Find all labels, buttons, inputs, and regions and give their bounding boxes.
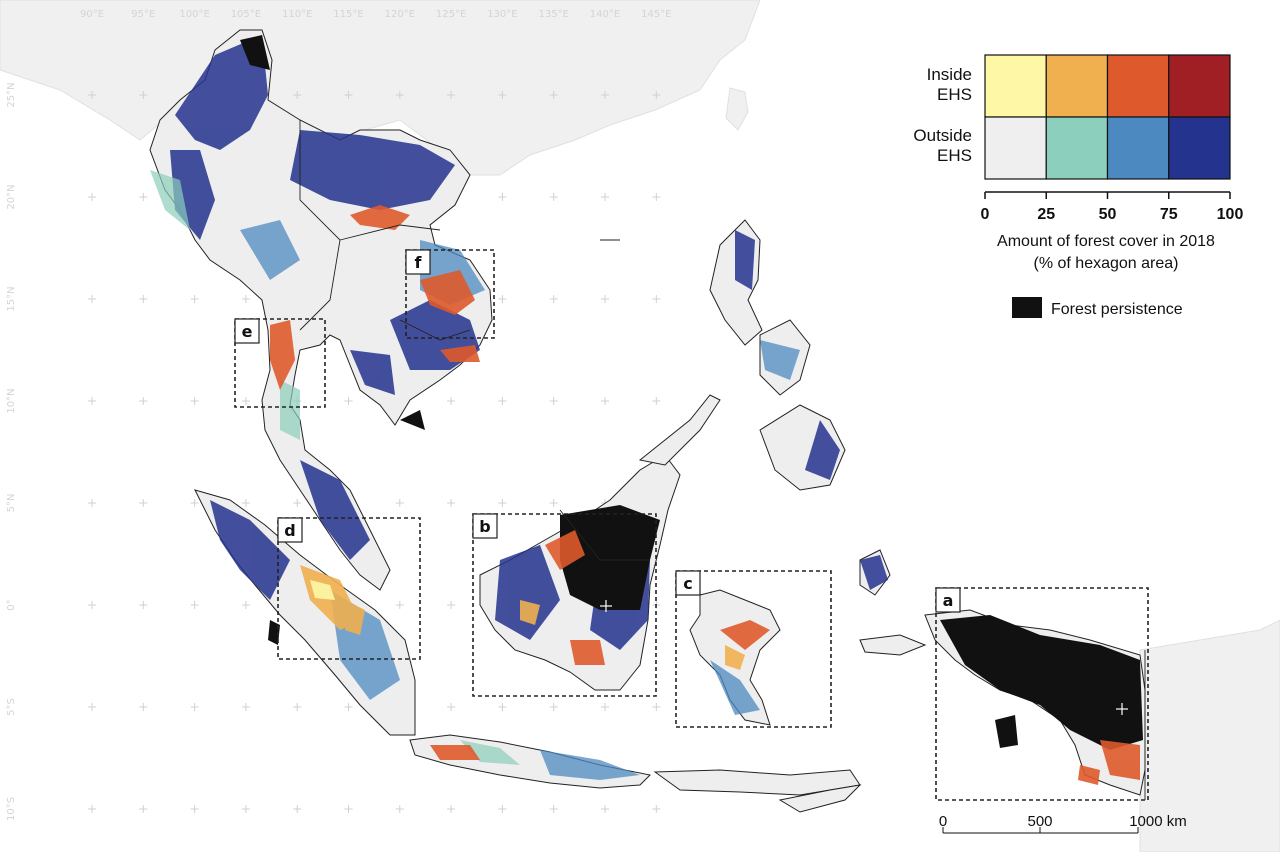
palawan	[638, 394, 721, 466]
inset-tag-b	[472, 513, 498, 539]
scale-label-500: 500	[1027, 813, 1052, 830]
inset-box-f	[405, 249, 495, 339]
country-borders	[299, 120, 1146, 800]
legend: Inside EHS Outside EHS 0 25 50 75 100 Amount o…	[913, 54, 1244, 318]
lon-label: 115°E	[333, 9, 363, 20]
inset-tag-f	[405, 249, 431, 275]
lon-label: 110°E	[282, 9, 312, 20]
legend-row-inside-label: Inside EHS	[927, 65, 972, 104]
inset-label-d: d	[284, 521, 295, 540]
lat-label: 20°N	[6, 184, 17, 209]
inset-box-e	[234, 318, 326, 408]
legend-cell-inside-2	[1106, 54, 1170, 118]
seram	[859, 634, 927, 656]
lon-label: 130°E	[487, 9, 517, 20]
inset-label-c: c	[683, 574, 692, 593]
legend-caption-line1: Amount of forest cover in 2018	[997, 233, 1215, 250]
lat-label: 15°N	[6, 286, 17, 311]
inset-box-c	[675, 570, 832, 728]
inset-center-markers	[600, 600, 1128, 715]
lon-label: 135°E	[538, 9, 568, 20]
timor	[778, 784, 862, 813]
lon-label: 140°E	[590, 9, 620, 20]
inset-box-b	[472, 513, 657, 697]
inset-tag-c	[675, 570, 701, 596]
forest-persistence-swatch	[1012, 297, 1042, 318]
legend-tick-75: 75	[1160, 206, 1178, 223]
legend-cell-inside-0	[984, 54, 1047, 118]
scale-label-0: 0	[939, 813, 947, 830]
inset-label-b: b	[479, 517, 490, 536]
lat-label: 10°S	[6, 797, 17, 821]
lat-label: 5°N	[6, 494, 17, 513]
inset-label-a: a	[943, 591, 954, 610]
forest-persistence-label: Forest persistence	[1051, 301, 1183, 318]
scale-bar: 0 500 1000 km	[939, 813, 1187, 834]
legend-cell-outside-3	[1168, 116, 1231, 180]
legend-cell-outside-0	[984, 116, 1047, 180]
legend-cell-outside-1	[1045, 116, 1109, 180]
lon-label: 120°E	[385, 9, 415, 20]
legend-tick-50: 50	[1099, 206, 1117, 223]
legend-cell-outside-2	[1106, 116, 1170, 180]
inset-label-f: f	[415, 253, 423, 272]
legend-tick-100: 100	[1217, 206, 1244, 223]
scale-label-1000: 1000 km	[1129, 813, 1187, 830]
forest-cover-overlay	[150, 35, 1143, 785]
lon-label: 100°E	[179, 9, 209, 20]
lat-label: 5°S	[6, 698, 17, 716]
legend-caption-line2: (% of hexagon area)	[1034, 255, 1179, 272]
inset-tag-d	[277, 517, 303, 543]
legend-cell-inside-1	[1045, 54, 1109, 118]
lon-label: 145°E	[641, 9, 671, 20]
graticule: 90°E 95°E 100°E 105°E 110°E 115°E 120°E 125°E 13…	[6, 9, 672, 821]
lat-label: 25°N	[6, 82, 17, 107]
lat-label: 10°N	[6, 388, 17, 413]
inset-label-e: e	[242, 322, 253, 341]
lat-label: 0°	[6, 599, 17, 610]
inset-tag-a	[935, 587, 961, 613]
legend-tick-0: 0	[981, 206, 990, 223]
lon-label: 105°E	[231, 9, 261, 20]
inset-tag-e	[234, 318, 260, 344]
lon-label: 125°E	[436, 9, 466, 20]
inset-box-a	[935, 587, 1149, 801]
java	[409, 734, 652, 789]
lon-label: 95°E	[131, 9, 155, 20]
legend-cell-inside-3	[1168, 54, 1231, 118]
inset-box-d	[277, 517, 421, 660]
legend-row-outside-label: Outside EHS	[913, 126, 972, 165]
inset-boxes: a b c d e f	[234, 249, 1149, 801]
lon-label: 90°E	[80, 9, 104, 20]
legend-tick-25: 25	[1037, 206, 1055, 223]
